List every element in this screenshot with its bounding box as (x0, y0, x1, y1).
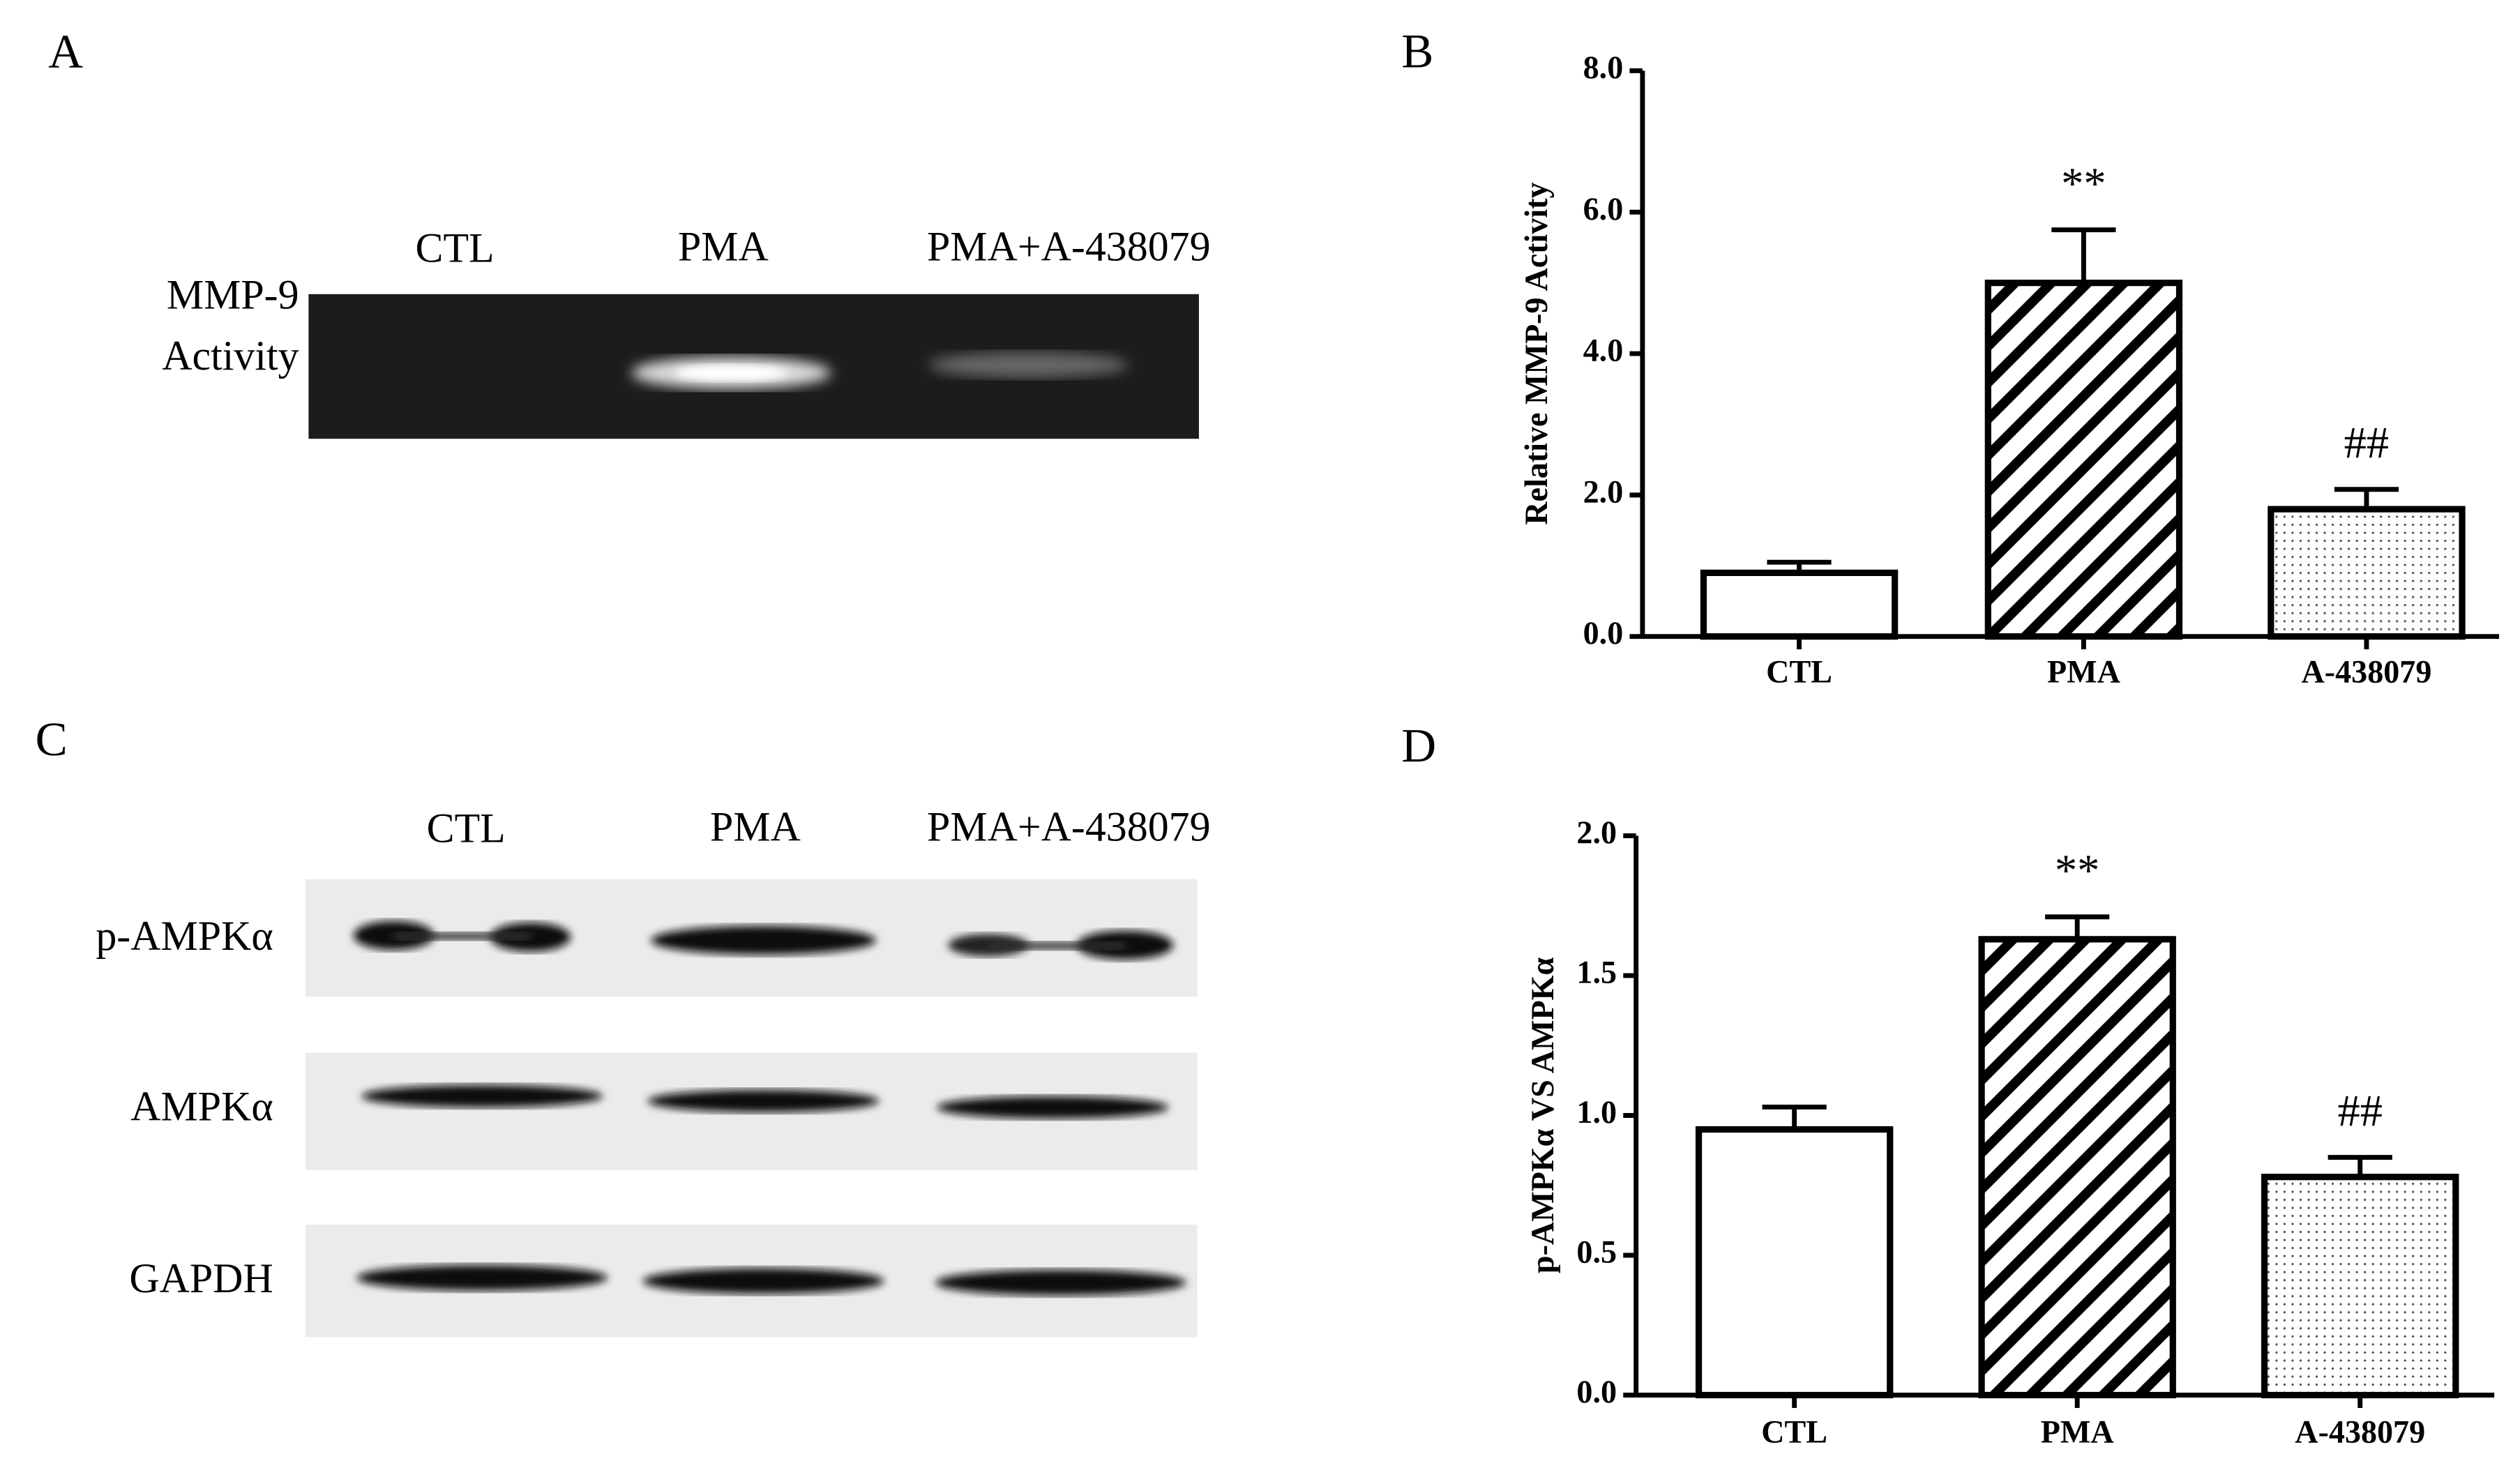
row-label: p-AMPKα (96, 913, 273, 959)
lane-label: PMA+A-438079 (927, 803, 1211, 849)
y-tick-label: 0.0 (1583, 615, 1624, 651)
bar (1700, 569, 1899, 640)
bar (1978, 936, 2176, 1399)
bar (1695, 1126, 1894, 1399)
panel-label: B (1401, 24, 1433, 78)
significance-label: ** (2055, 846, 2100, 895)
lane-label: PMA (678, 223, 769, 269)
y-axis-label: p-AMPKα VS AMPKα (1525, 957, 1560, 1274)
x-tick-label: CTL (1761, 1414, 1827, 1450)
row-label: MMP-9 (167, 271, 299, 317)
y-tick-label: 0.0 (1576, 1374, 1617, 1409)
y-tick-label: 2.0 (1576, 815, 1617, 850)
blot-image (305, 879, 1198, 1338)
y-tick-label: 1.5 (1576, 955, 1617, 990)
significance-label: ## (2344, 418, 2390, 468)
row-label: Activity (162, 333, 299, 379)
y-tick-label: 0.5 (1576, 1234, 1617, 1270)
significance-label: ## (2337, 1087, 2383, 1136)
significance-label: ** (2061, 158, 2106, 208)
row-label: AMPKα (130, 1083, 273, 1129)
bar (2261, 1174, 2459, 1399)
x-tick-label: PMA (2047, 654, 2120, 690)
panel-label: C (36, 712, 68, 766)
y-tick-label: 1.0 (1576, 1094, 1617, 1130)
y-tick-label: 6.0 (1583, 191, 1624, 227)
lane-label: CTL (427, 805, 506, 851)
row-label: GAPDH (129, 1255, 273, 1301)
bar (2268, 506, 2466, 640)
x-tick-label: A-438079 (2295, 1414, 2425, 1450)
bar (1984, 280, 2183, 640)
panel-label: D (1401, 718, 1436, 772)
x-tick-label: CTL (1766, 654, 1832, 690)
y-tick-label: 2.0 (1583, 474, 1624, 509)
y-tick-label: 8.0 (1583, 50, 1624, 85)
lane-label: PMA (710, 803, 801, 849)
x-tick-label: PMA (2041, 1414, 2114, 1450)
y-tick-label: 4.0 (1583, 333, 1624, 368)
y-axis-label: Relative MMP-9 Activity (1518, 182, 1554, 524)
x-tick-label: A-438079 (2302, 654, 2432, 690)
panel-label: A (48, 24, 83, 78)
lane-label: PMA+A-438079 (927, 223, 1211, 269)
gel-image (308, 294, 1199, 439)
lane-label: CTL (416, 225, 495, 271)
